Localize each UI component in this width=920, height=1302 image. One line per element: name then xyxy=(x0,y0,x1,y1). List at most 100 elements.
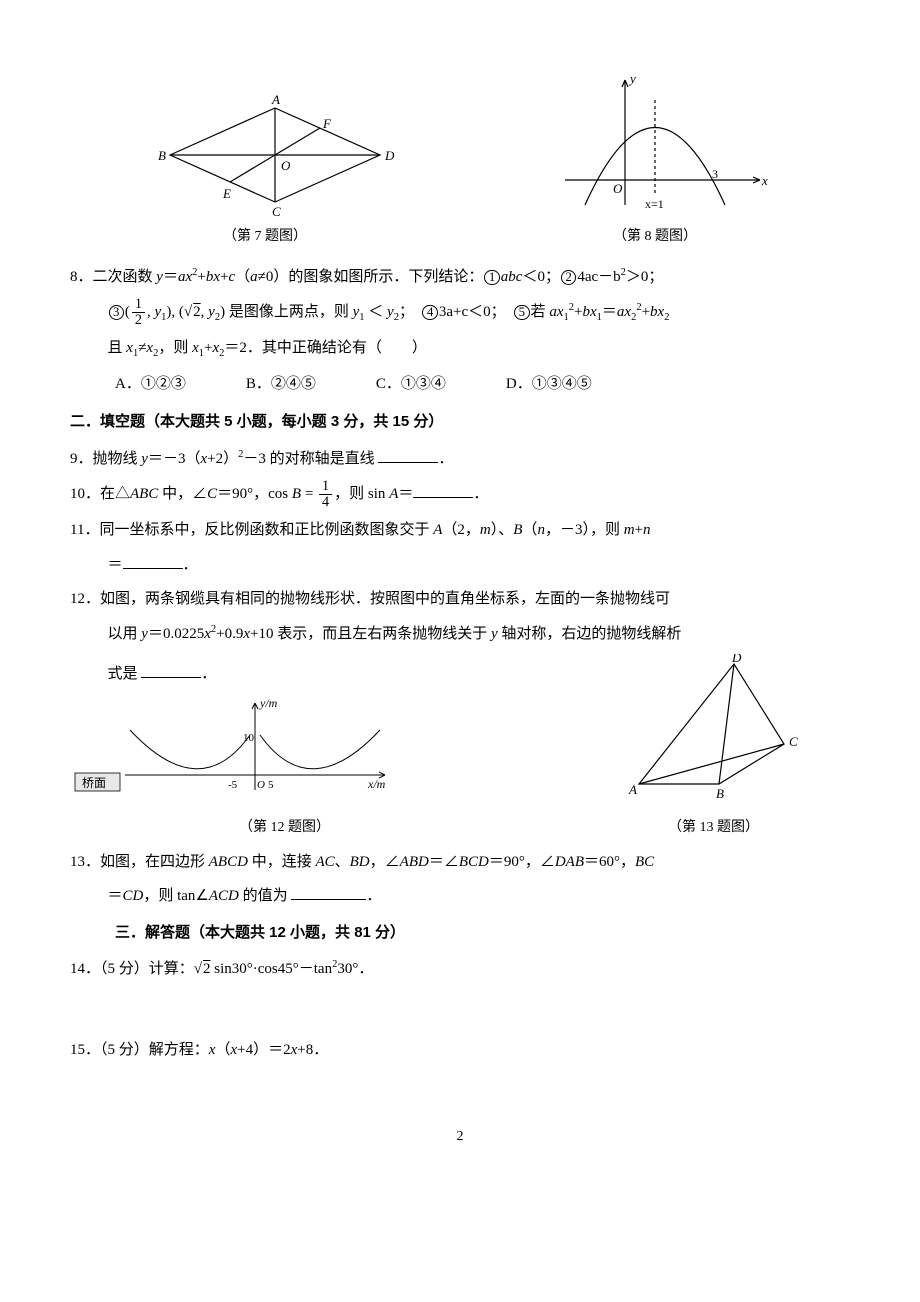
question-13: 13．如图，在四边形 ABCD 中，连接 AC、BD，∠ABD＝∠BCD＝90°… xyxy=(70,848,850,877)
q8-stem-a: 8．二次函数 xyxy=(70,269,156,285)
q13-b: 中，连接 xyxy=(248,854,316,870)
q10-b: 中，∠ xyxy=(158,486,207,502)
q12-g: 式是 xyxy=(108,666,142,682)
svg-text:B: B xyxy=(158,148,166,163)
question-13-line2: ＝CD，则 tan∠ACD 的值为 ． xyxy=(70,882,850,911)
q8-opt-a: A．①②③ xyxy=(115,370,186,399)
q12-b: 以用 xyxy=(108,626,142,642)
q12-c: ＝0.0225 xyxy=(148,626,204,642)
q8-c2b: ＞0； xyxy=(626,269,664,285)
q11-blank[interactable] xyxy=(123,553,183,569)
q10-c: ＝90°， xyxy=(217,486,268,502)
section-3-heading: 三．解答题（本大题共 12 小题，共 81 分） xyxy=(70,919,850,948)
question-9: 9．抛物线 y＝－3（x+2）2－3 的对称轴是直线 ． xyxy=(70,445,850,474)
question-12-line3: 式是 ． xyxy=(70,660,499,689)
captions-row-7-8: （第 7 题图） （第 8 题图） xyxy=(70,224,850,251)
q12-f: 轴对称，右边的抛物线解析 xyxy=(498,626,682,642)
svg-text:y/m: y/m xyxy=(259,696,278,710)
page-number: 2 xyxy=(70,1124,850,1151)
question-8: 8．二次函数 y＝ax2+bx+c（a≠0）的图象如图所示．下列结论：1abc＜… xyxy=(70,263,850,292)
q8-c1b: ＜0； xyxy=(522,269,560,285)
q14-c: 30°． xyxy=(337,961,373,977)
svg-text:10: 10 xyxy=(243,732,255,744)
q8-opt-d: D．①③④⑤ xyxy=(506,370,592,399)
q10-blank[interactable] xyxy=(413,482,473,498)
q9-blank[interactable] xyxy=(378,447,438,463)
question-8-options: A．①②③ B．②④⑤ C．①③④ D．①③④⑤ xyxy=(70,370,850,399)
q15-b: （ xyxy=(215,1042,230,1058)
svg-text:O: O xyxy=(613,181,623,196)
q13-d: ，∠ xyxy=(370,854,400,870)
svg-text:B: B xyxy=(716,786,724,801)
q10-a: 10．在△ xyxy=(70,486,130,502)
q8-c3a: 是图像上两点，则 xyxy=(229,304,353,320)
figure-8: O y x 3 x=1 xyxy=(555,70,775,220)
svg-text:桥面: 桥面 xyxy=(82,776,106,790)
q8-stem-c: ≠0）的图象如图所示．下列结论： xyxy=(258,269,484,285)
question-12-line2: 以用 y＝0.0225x2+0.9x+10 表示，而且左右两条抛物线关于 y 轴… xyxy=(70,620,850,649)
q15-d: +8． xyxy=(297,1042,328,1058)
svg-text:x/m: x/m xyxy=(367,777,386,791)
figure-7: A B C D E F O xyxy=(145,90,405,220)
q9-d: －3 的对称轴是直线 xyxy=(243,451,378,467)
fig7-caption: （第 7 题图） xyxy=(223,224,307,251)
svg-text:E: E xyxy=(222,186,231,201)
q8-c5b: ＝ xyxy=(602,304,617,320)
svg-text:A: A xyxy=(628,782,637,797)
figure-12: 桥面 y/m 10 -5 O 5 x/m xyxy=(70,695,400,805)
section-2-heading: 二．填空题（本大题共 5 小题，每小题 3 分，共 15 分） xyxy=(70,408,850,437)
svg-text:O: O xyxy=(257,779,265,791)
q13-a: 13．如图，在四边形 xyxy=(70,854,209,870)
q11-c: ）、 xyxy=(491,522,514,538)
q14-a: 14．（5 分）计算： xyxy=(70,961,194,977)
q8-c4b: ＜0； xyxy=(468,304,498,320)
svg-text:5: 5 xyxy=(268,779,274,791)
svg-text:C: C xyxy=(789,734,798,749)
q10-f: ． xyxy=(473,486,488,502)
q15-c: +4）＝2 xyxy=(237,1042,290,1058)
question-12: 12．如图，两条钢缆具有相同的抛物线形状．按照图中的直角坐标系，左面的一条抛物线… xyxy=(70,585,850,614)
q13-i: ，则 tan∠ xyxy=(143,888,209,904)
q12-h: ． xyxy=(201,666,216,682)
question-14: 14．（5 分）计算：√2 sin30°·cos45°－tan230°． xyxy=(70,955,850,984)
question-8-line2: 3(12, y1), (√2, y2) 是图像上两点，则 y1 ＜ y2； 43… xyxy=(70,297,850,328)
fig13-caption: （第 13 题图） xyxy=(577,815,850,842)
q8-c5a: 若 xyxy=(531,304,550,320)
q14-b: sin30°·cos45°－tan xyxy=(211,961,333,977)
q8-opt-b: B．②④⑤ xyxy=(246,370,316,399)
q11-b: （2， xyxy=(442,522,480,538)
q12-blank[interactable] xyxy=(141,662,201,678)
figure-13: A B C D xyxy=(619,654,809,804)
q8-tail-c: ，则 xyxy=(158,340,192,356)
svg-text:3: 3 xyxy=(712,167,718,181)
q12-a: 12．如图，两条钢缆具有相同的抛物线形状．按照图中的直角坐标系，左面的一条抛物线… xyxy=(70,591,670,607)
q8-c4: 3a+c xyxy=(439,304,468,320)
svg-text:C: C xyxy=(272,204,281,219)
q13-f: ＝90°，∠ xyxy=(489,854,555,870)
q12-d: +0.9 xyxy=(216,626,243,642)
question-10: 10．在△ABC 中，∠C＝90°，cos B = 14，则 sin A＝． xyxy=(70,479,850,510)
question-11: 11．同一坐标系中，反比例函数和正比例函数图象交于 A（2，m）、B（n，－3）… xyxy=(70,516,850,545)
q8-c1: abc xyxy=(501,269,523,285)
q10-e: ＝ xyxy=(398,486,413,502)
q13-c: 、 xyxy=(335,854,350,870)
q13-e: ＝∠ xyxy=(429,854,459,870)
question-15: 15．（5 分）解方程：x（x+4）＝2x+8． xyxy=(70,1036,850,1065)
q8-tail-a: 且 xyxy=(108,340,127,356)
q11-e: ，－3），则 xyxy=(545,522,624,538)
svg-text:D: D xyxy=(731,654,742,665)
q13-k: ． xyxy=(366,888,381,904)
question-8-line3: 且 x1≠x2，则 x1+x2＝2．其中正确结论有（ ） xyxy=(70,334,850,364)
fig8-caption: （第 8 题图） xyxy=(613,224,697,251)
q13-j: 的值为 xyxy=(239,888,292,904)
q9-e: ． xyxy=(438,451,453,467)
q9-c: +2） xyxy=(207,451,238,467)
q9-a: 9．抛物线 xyxy=(70,451,141,467)
q10-d: ，则 xyxy=(334,486,368,502)
svg-text:y: y xyxy=(628,71,636,86)
svg-text:A: A xyxy=(271,92,280,107)
question-11-line2: ＝． xyxy=(70,551,850,580)
q13-blank[interactable] xyxy=(291,884,366,900)
q11-f: ＝ xyxy=(108,557,123,573)
q11-g: ． xyxy=(183,557,198,573)
